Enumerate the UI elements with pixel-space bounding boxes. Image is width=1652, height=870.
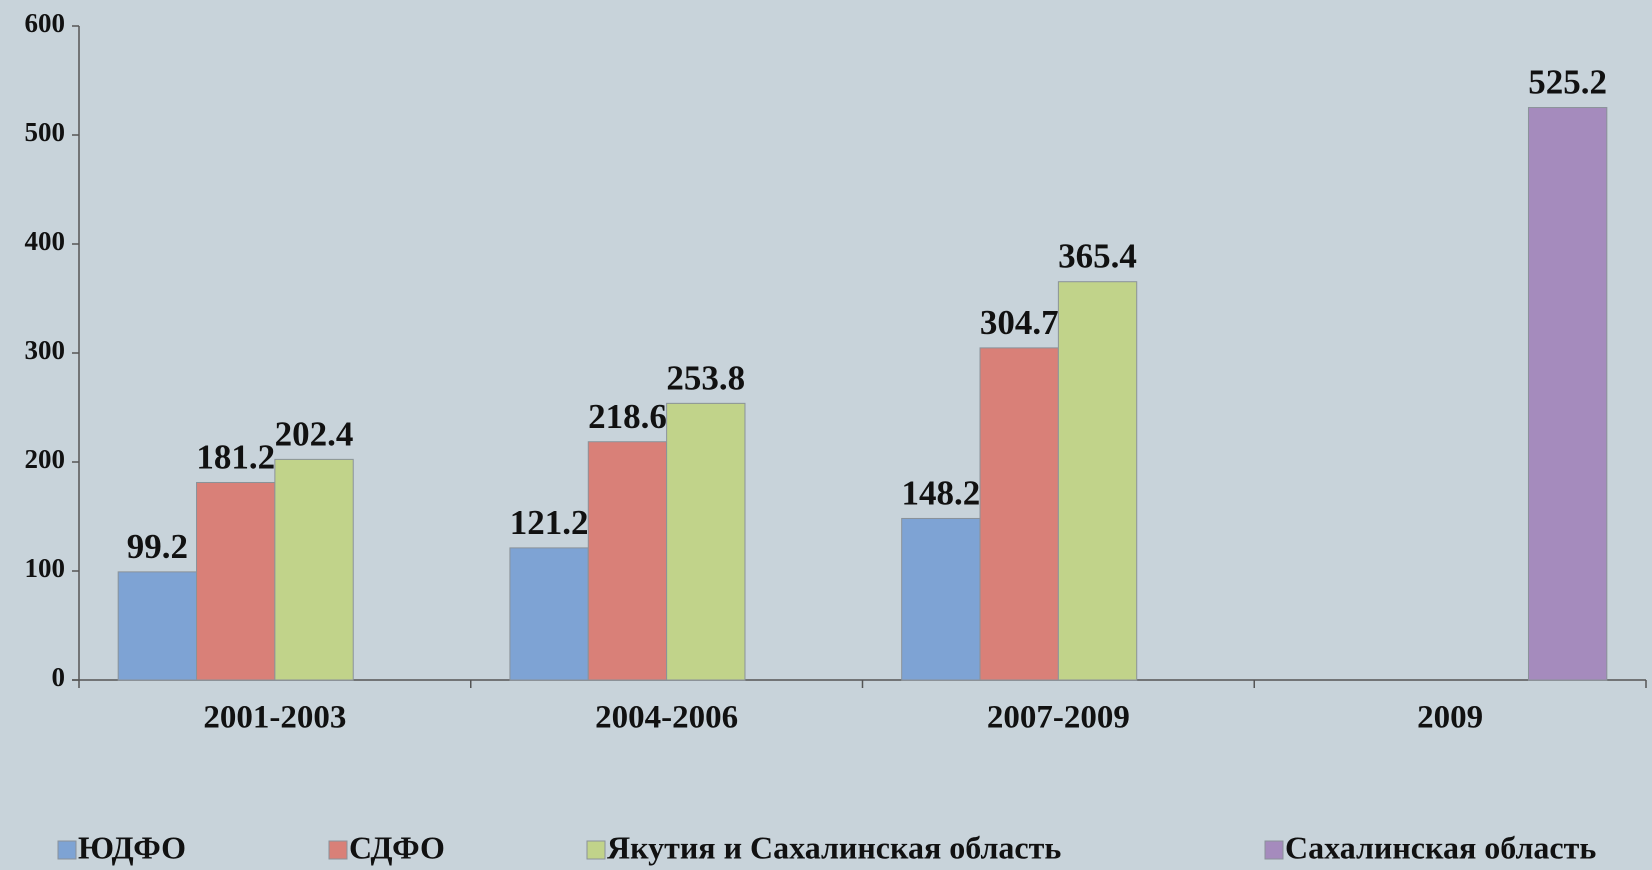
y-tick-label: 600 [25,8,66,38]
bar [274,458,354,681]
legend-label: СДФО [349,829,445,865]
bar [587,441,668,681]
legend-label: Якутия и Сахалинская область [607,829,1061,865]
legend-swatch [328,840,348,860]
data-label: 218.6 [588,397,667,436]
bar [1057,281,1138,681]
bar [509,547,589,681]
legend-swatch [1264,840,1284,860]
y-tick-label: 300 [25,335,66,365]
data-label: 525.2 [1528,63,1607,102]
y-tick-label: 500 [25,117,66,147]
bar [666,402,746,681]
x-tick-label: 2004-2006 [595,700,738,736]
bar [1527,107,1608,681]
legend-swatch [586,840,606,860]
y-tick-label: 400 [25,226,66,256]
x-tick-label: 2009 [1417,700,1483,736]
x-tick-label: 2007-2009 [987,700,1130,736]
bar [117,571,198,681]
x-tick-label: 2001-2003 [203,700,346,736]
data-label: 202.4 [275,414,354,453]
data-label: 121.2 [510,503,589,542]
bar [196,481,276,681]
legend-label: Сахалинская область [1285,829,1596,865]
data-label: 181.2 [196,438,275,477]
data-label: 148.2 [901,473,980,512]
y-tick-label: 200 [25,444,66,474]
data-label: 99.2 [127,527,188,566]
legend-label: ЮДФО [78,829,186,865]
y-tick-label: 100 [25,553,66,583]
data-label: 365.4 [1058,237,1137,276]
bar [901,517,981,681]
legend-swatch [57,840,77,860]
data-label: 253.8 [666,358,745,397]
bar [979,347,1059,681]
data-label: 304.7 [980,303,1059,342]
y-tick-label: 0 [52,662,66,692]
